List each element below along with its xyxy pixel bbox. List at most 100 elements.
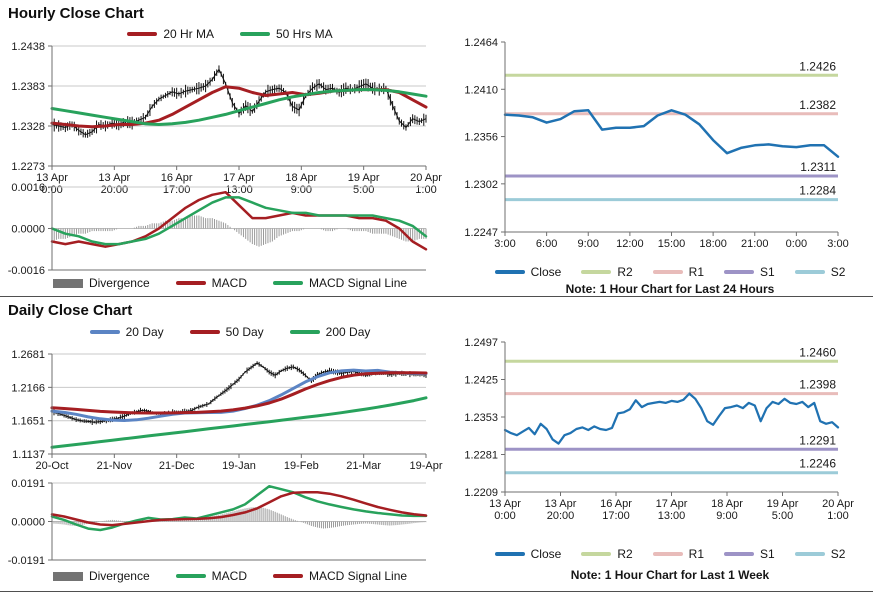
x-tick-label: 21:00 <box>741 238 769 250</box>
series-20-hr-ma <box>50 85 428 129</box>
level-label-S1: 1.2311 <box>800 160 836 174</box>
legend-label: R1 <box>688 547 704 561</box>
legend-swatch <box>89 330 120 334</box>
y-tick-label: 0.0016 <box>11 182 45 194</box>
y-tick-label: 1.1651 <box>11 416 45 428</box>
legend-swatch <box>52 278 83 288</box>
y-tick-label: 1.2302 <box>464 179 498 191</box>
x-tick-label: 13 Apr <box>489 498 521 510</box>
y-tick-label: 1.2383 <box>11 81 45 93</box>
x-tick-label: 13:00 <box>658 510 686 522</box>
x-tick-label: 21-Nov <box>97 460 133 472</box>
x-tick-label: 20 Apr <box>410 172 442 184</box>
series-macd-signal-line <box>50 491 428 527</box>
legend-label: Close <box>530 547 562 561</box>
series-50-hrs-ma <box>50 88 428 126</box>
y-tick-label: 1.2497 <box>464 337 498 349</box>
x-tick-label: 1:00 <box>827 510 848 522</box>
x-tick-label: 21-Mar <box>346 460 381 472</box>
legend-swatch <box>652 270 683 274</box>
y-tick-label: 1.2273 <box>11 161 45 173</box>
level-label-S2: 1.2246 <box>799 457 836 471</box>
weekly-pivot-note: Note: 1 Hour Chart for Last 1 Week <box>570 568 770 582</box>
legend-item-macd: MACD <box>175 569 247 583</box>
x-tick-label: 0:00 <box>786 238 807 250</box>
y-tick-label: 1.2209 <box>464 487 498 499</box>
x-tick-label: 3:00 <box>827 238 848 250</box>
series-50-day <box>50 371 428 415</box>
y-tick-label: 1.2410 <box>464 84 498 96</box>
hourly-macd-chart-canvas: 0.0016 0.0000 -0.0016 <box>8 182 428 277</box>
legend-item-s1: S1 <box>724 265 775 279</box>
x-tick-label: 5:00 <box>772 510 793 522</box>
x-tick-label: 20-Oct <box>35 460 68 472</box>
x-tick-label: 20:00 <box>547 510 575 522</box>
legend-swatch <box>189 330 220 334</box>
legend-item-divergence: Divergence <box>52 569 150 583</box>
series-close <box>503 109 840 158</box>
legend-label: S2 <box>830 547 846 561</box>
hourly-chart-title: Hourly Close Chart <box>8 5 144 22</box>
section-divider-bottom <box>0 591 873 592</box>
series-macd <box>50 190 428 251</box>
legend-label: MACD Signal Line <box>309 276 408 290</box>
legend-label: 50 Hrs MA <box>276 27 333 41</box>
legend-label: Divergence <box>88 276 150 290</box>
legend-swatch <box>240 32 270 36</box>
legend-swatch <box>175 281 206 285</box>
legend-swatch <box>273 281 303 285</box>
legend-swatch <box>652 552 683 556</box>
x-tick-label: 3:00 <box>494 238 515 250</box>
legend-item-50-day: 50 Day <box>189 325 264 339</box>
y-tick-label: 1.2328 <box>11 121 45 133</box>
legend-hourly-ma: 20 Hr MA 50 Hrs MA <box>30 26 430 42</box>
y-tick-label: 1.2425 <box>464 375 498 387</box>
y-tick-label: 1.2681 <box>11 349 45 361</box>
y-tick-label: 1.2247 <box>464 227 498 239</box>
legend-swatch <box>289 330 320 334</box>
x-tick-label: 13 Apr <box>36 172 68 184</box>
section-divider-top <box>0 296 873 297</box>
series-close <box>503 392 840 445</box>
legend-label: Close <box>530 265 562 279</box>
legend-label: R2 <box>617 265 633 279</box>
legend-item-macd: MACD <box>175 276 247 290</box>
legend-item-macd-signal-line: MACD Signal Line <box>273 569 407 583</box>
legend-item-s2: S2 <box>794 547 846 561</box>
legend-label: 20 Day <box>125 325 164 339</box>
x-tick-label: 13 Apr <box>98 172 130 184</box>
legend-label: Divergence <box>88 569 150 583</box>
legend-label: 20 Hr MA <box>163 27 214 41</box>
x-tick-label: 9:00 <box>716 510 737 522</box>
daily-chart-title: Daily Close Chart <box>8 302 133 319</box>
legend-swatch <box>494 270 525 274</box>
legend-swatch <box>273 574 303 578</box>
legend-item-20-day: 20 Day <box>89 325 164 339</box>
legend-hourly-pivot: Close R2 R1 S1 S2 <box>472 264 868 280</box>
legend-label: S1 <box>760 547 775 561</box>
series-macd <box>50 484 428 532</box>
legend-item-r1: R1 <box>652 265 704 279</box>
x-tick-label: 16 Apr <box>600 498 632 510</box>
level-label-R1: 1.2398 <box>799 378 836 392</box>
legend-label: S1 <box>760 265 775 279</box>
legend-item-20-hr-ma: 20 Hr MA <box>127 27 214 41</box>
legend-swatch <box>581 270 612 274</box>
legend-label: R1 <box>688 265 704 279</box>
legend-item-r2: R2 <box>581 265 633 279</box>
legend-item-r1: R1 <box>652 547 704 561</box>
legend-daily-macd: Divergence MACD MACD Signal Line <box>30 568 430 584</box>
y-tick-label: -0.0191 <box>8 555 45 567</box>
legend-swatch <box>724 552 754 556</box>
x-tick-label: 19 Apr <box>767 498 799 510</box>
x-tick-label: 18 Apr <box>711 498 743 510</box>
legend-swatch <box>175 574 206 578</box>
legend-swatch <box>794 552 825 556</box>
level-label-R1: 1.2382 <box>799 98 836 112</box>
x-tick-label: 16 Apr <box>161 172 193 184</box>
legend-label: MACD <box>211 276 247 290</box>
x-tick-label: 19 Apr <box>348 172 380 184</box>
legend-daily-ma: 20 Day 50 Day 200 Day <box>30 324 430 340</box>
x-tick-label: 9:00 <box>578 238 599 250</box>
y-tick-label: 1.2438 <box>11 41 45 53</box>
